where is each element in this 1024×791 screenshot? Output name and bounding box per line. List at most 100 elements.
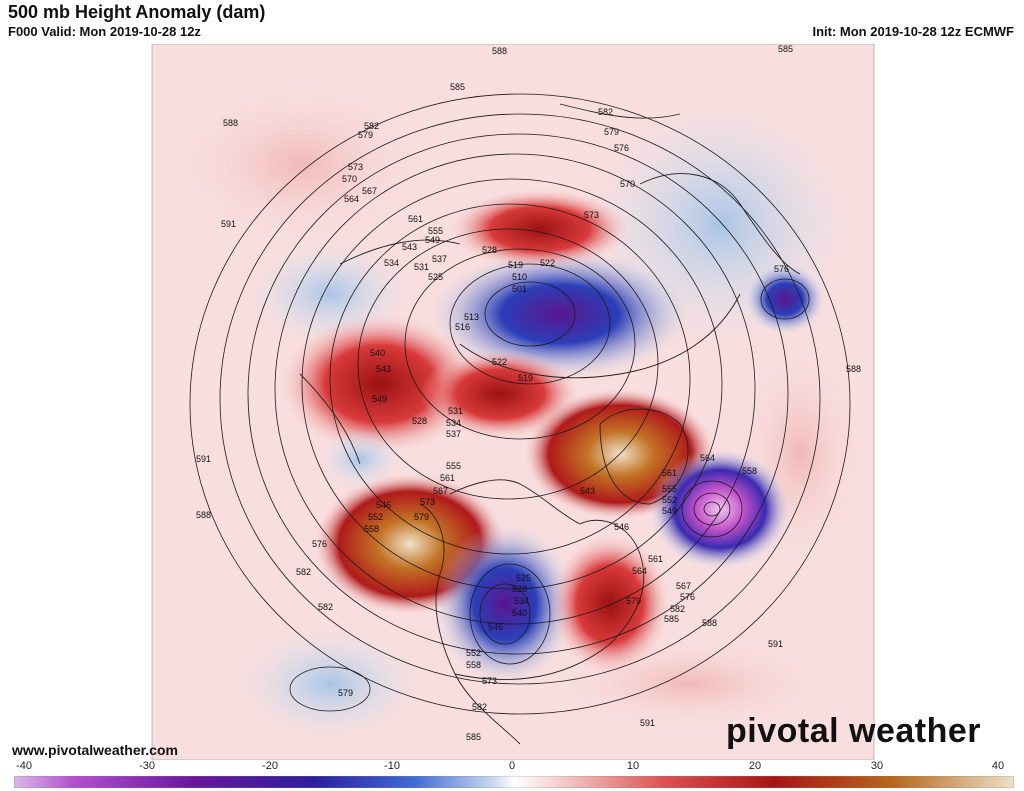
anomaly-neg-subtropical-pacific — [240, 629, 420, 739]
contour-label: 582 — [318, 602, 333, 612]
contour-label: 573 — [348, 162, 363, 172]
contour-label: 510 — [512, 272, 527, 282]
colorbar-label: -40 — [16, 760, 32, 772]
contour-label: 582 — [296, 567, 311, 577]
contour-label: 543 — [376, 364, 391, 374]
anomaly-neg-central-us — [435, 524, 575, 684]
contour-label: 573 — [420, 497, 435, 507]
contour-label: 564 — [632, 566, 647, 576]
anomaly-pos-eastern-canada — [550, 534, 670, 674]
map-title: 500 mb Height Anomaly (dam) — [8, 2, 266, 22]
colorbar-label: 30 — [870, 760, 884, 772]
contour-label: 588 — [492, 46, 507, 56]
contour-label: 546 — [488, 622, 503, 632]
contour-label: 567 — [362, 186, 377, 196]
contour-label: 558 — [364, 524, 379, 534]
contour-label: 573 — [482, 676, 497, 686]
contour-label: 519 — [508, 260, 523, 270]
contour-label-layer: 591 591 588 588 585 582 579 573 570 567 … — [196, 44, 861, 742]
pivotal-weather-logo: pivotal weather — [726, 712, 982, 750]
contour-label: 549 — [662, 506, 677, 516]
contour-label: 540 — [370, 348, 385, 358]
colorbar — [14, 776, 1014, 788]
contour-label: 576 — [774, 264, 789, 274]
colorbar-label: 10 — [626, 760, 640, 772]
contour-label: 570 — [342, 174, 357, 184]
colorbar-label: 40 — [991, 760, 1005, 772]
contour-label: 588 — [196, 510, 211, 520]
contour-label: 561 — [662, 468, 677, 478]
init-time: Init: Mon 2019-10-28 12z ECMWF — [812, 24, 1014, 39]
contour-label: 546 — [614, 522, 629, 532]
contour-label: 576 — [614, 143, 629, 153]
anomaly-neg-siberia — [430, 249, 690, 379]
height-contours — [189, 93, 851, 715]
colorbar-label: 20 — [748, 760, 762, 772]
contour-label: 528 — [512, 584, 527, 594]
contour-label: 561 — [408, 214, 423, 224]
right-blank — [874, 44, 1024, 760]
contour-label: 591 — [221, 219, 236, 229]
anomaly-pos-central-asia — [450, 189, 630, 269]
contour-label: 564 — [700, 453, 715, 463]
contour-label: 501 — [512, 284, 527, 294]
contour-label: 540 — [512, 608, 527, 618]
contour-label: 522 — [540, 258, 555, 268]
contour-label: 591 — [196, 454, 211, 464]
contour-label: 555 — [446, 461, 461, 471]
contour-label: 525 — [428, 272, 443, 282]
contour-label: 585 — [466, 732, 481, 742]
colorbar-label: 0 — [508, 760, 516, 772]
contour-label: 534 — [514, 596, 529, 606]
contour-label: 561 — [648, 554, 663, 564]
contour-label: 588 — [702, 618, 717, 628]
valid-time: F000 Valid: Mon 2019-10-28 12z — [8, 24, 201, 39]
anomaly-neg-mediterranean — [745, 264, 825, 334]
contour-label: 576 — [680, 592, 695, 602]
contour-label: 516 — [455, 322, 470, 332]
contour-label: 588 — [223, 118, 238, 128]
coastlines — [299, 103, 801, 745]
contour-label: 531 — [414, 262, 429, 272]
contour-label: 558 — [466, 660, 481, 670]
contour-label: 591 — [640, 718, 655, 728]
contour-label: 585 — [664, 614, 679, 624]
contour-label: 579 — [604, 127, 619, 137]
contour-label: 576 — [312, 539, 327, 549]
contour-label: 546 — [376, 500, 391, 510]
contour-label: 519 — [518, 373, 533, 383]
colorbar-label: -10 — [384, 760, 400, 772]
contour-label: 573 — [584, 210, 599, 220]
contour-label: 555 — [428, 226, 443, 236]
contour-label: 588 — [846, 364, 861, 374]
contour-label: 561 — [440, 473, 455, 483]
contour-label: 513 — [464, 312, 479, 322]
contour-label: 531 — [448, 406, 463, 416]
contour-label: 528 — [482, 245, 497, 255]
contour-label: 582 — [670, 604, 685, 614]
contour-label: 579 — [358, 130, 373, 140]
contour-label: 537 — [432, 254, 447, 264]
contour-label: 552 — [662, 495, 677, 505]
contour-label: 591 — [768, 639, 783, 649]
left-blank — [0, 44, 152, 760]
contour-label: 582 — [364, 121, 379, 131]
contour-label: 549 — [425, 235, 440, 245]
contour-label: 579 — [626, 596, 641, 606]
site-url: www.pivotalweather.com — [12, 742, 178, 758]
contour-label: 567 — [676, 581, 691, 591]
contour-label: 543 — [402, 242, 417, 252]
contour-label: 537 — [446, 429, 461, 439]
colorbar-label: -30 — [139, 760, 155, 772]
contour-label: 534 — [446, 418, 461, 428]
contour-label: 528 — [412, 416, 427, 426]
contour-label: 582 — [598, 107, 613, 117]
contour-label: 555 — [662, 484, 677, 494]
contour-label: 552 — [368, 512, 383, 522]
contour-label: 567 — [433, 486, 448, 496]
anomaly-map: 591 591 588 588 585 582 579 573 570 567 … — [0, 43, 1024, 761]
map-area: 591 591 588 588 585 582 579 573 570 567 … — [0, 43, 1024, 761]
contour-label: 525 — [516, 573, 531, 583]
contour-label: 549 — [372, 394, 387, 404]
contour-label: 552 — [466, 648, 481, 658]
